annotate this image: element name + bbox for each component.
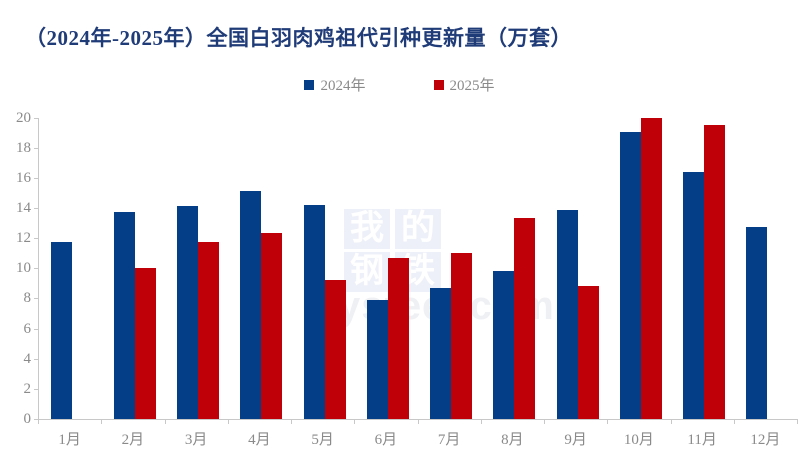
y-axis-tick [34, 268, 38, 270]
y-axis-tick [34, 177, 38, 179]
x-axis-label-3月: 3月 [184, 432, 208, 448]
x-axis-tick [417, 419, 419, 424]
y-axis-label: 16 [16, 169, 31, 186]
watermark-char: 我 [344, 209, 390, 249]
x-axis-label-11月: 11月 [687, 432, 717, 448]
y-axis-tick [34, 207, 38, 209]
x-axis-label-9月: 9月 [564, 432, 587, 448]
legend-item-2024: 2024年 [304, 74, 366, 95]
x-axis-label-7月: 7月 [437, 432, 461, 448]
y-axis-label: 8 [23, 290, 32, 307]
legend-item-2025: 2025年 [433, 74, 495, 95]
bar-2025年-4月 [261, 232, 283, 419]
legend-swatch-2025-icon [433, 79, 444, 90]
bar-2025年-3月 [198, 241, 219, 419]
bar-2024年-6月 [366, 299, 388, 419]
x-axis-tick [291, 419, 292, 424]
x-axis-tick [354, 419, 356, 424]
x-axis-tick [164, 419, 166, 424]
x-axis-tick [797, 419, 798, 424]
bar-2024年-1月 [50, 241, 72, 419]
y-axis-label: 14 [16, 199, 31, 216]
y-axis-label: 20 [16, 109, 31, 126]
bar-2024年-12月 [746, 226, 768, 419]
y-axis-tick [34, 419, 38, 420]
x-axis-label-1月: 1月 [58, 432, 81, 448]
x-axis-tick [544, 419, 545, 424]
y-axis-label: 0 [23, 411, 32, 427]
bar-2025年-8月 [514, 217, 536, 419]
bar-2025年-9月 [577, 286, 599, 419]
bar-2025年-6月 [387, 257, 409, 419]
bar-2025年-7月 [451, 253, 472, 419]
bar-2025年-10月 [640, 117, 662, 419]
y-axis-tick [34, 358, 38, 360]
y-axis-tick [34, 388, 38, 390]
y-axis-line [38, 117, 39, 419]
watermark-char: 钢 [344, 252, 390, 292]
bar-2025年-5月 [324, 280, 346, 419]
legend-swatch-2024-icon [304, 79, 315, 90]
bar-2024年-11月 [683, 171, 704, 419]
y-axis-label: 12 [16, 230, 31, 247]
y-axis-label: 6 [23, 320, 32, 337]
x-axis-label-2月: 2月 [121, 432, 145, 448]
x-axis-label-12月: 12月 [750, 432, 781, 448]
x-axis-label-4月: 4月 [248, 432, 271, 448]
bar-2025年-2月 [134, 268, 156, 419]
bar-2025年-11月 [704, 125, 725, 419]
y-axis-tick [34, 117, 38, 119]
bar-2024年-2月 [113, 212, 135, 419]
bar-2024年-4月 [240, 191, 262, 419]
bar-2024年-3月 [177, 205, 198, 419]
legend-label-2025: 2025年 [449, 78, 495, 94]
x-axis-tick [101, 419, 103, 424]
watermark-char: 的 [395, 209, 441, 249]
y-axis-tick [34, 328, 38, 330]
legend-label-2024: 2024年 [320, 78, 366, 94]
bar-2024年-8月 [493, 271, 515, 419]
x-axis-tick [227, 419, 229, 424]
x-axis-tick [480, 419, 482, 424]
y-axis-label: 10 [16, 260, 31, 277]
x-axis-tick [38, 419, 39, 424]
chart-title: （2024年-2025年）全国白羽肉鸡祖代引种更新量（万套） [25, 26, 572, 50]
y-axis-tick [34, 238, 38, 240]
y-axis-label: 4 [23, 350, 32, 367]
bar-2024年-9月 [556, 210, 578, 419]
x-axis-label-8月: 8月 [501, 432, 524, 448]
x-axis-label-6月: 6月 [374, 432, 398, 448]
bar-2024年-7月 [430, 287, 451, 419]
bar-2024年-5月 [303, 204, 325, 419]
x-axis-tick [670, 419, 672, 424]
x-axis-tick [733, 419, 735, 424]
y-axis-tick [34, 147, 38, 149]
y-axis-label: 2 [23, 380, 32, 397]
y-axis-tick [34, 298, 38, 300]
x-axis-label-10月: 10月 [623, 432, 654, 448]
legend: 2024年 2025年 [0, 74, 799, 95]
x-axis-label-5月: 5月 [311, 432, 334, 448]
bar-2024年-10月 [619, 131, 641, 419]
x-axis-tick [607, 419, 609, 424]
y-axis-label: 18 [16, 139, 31, 156]
